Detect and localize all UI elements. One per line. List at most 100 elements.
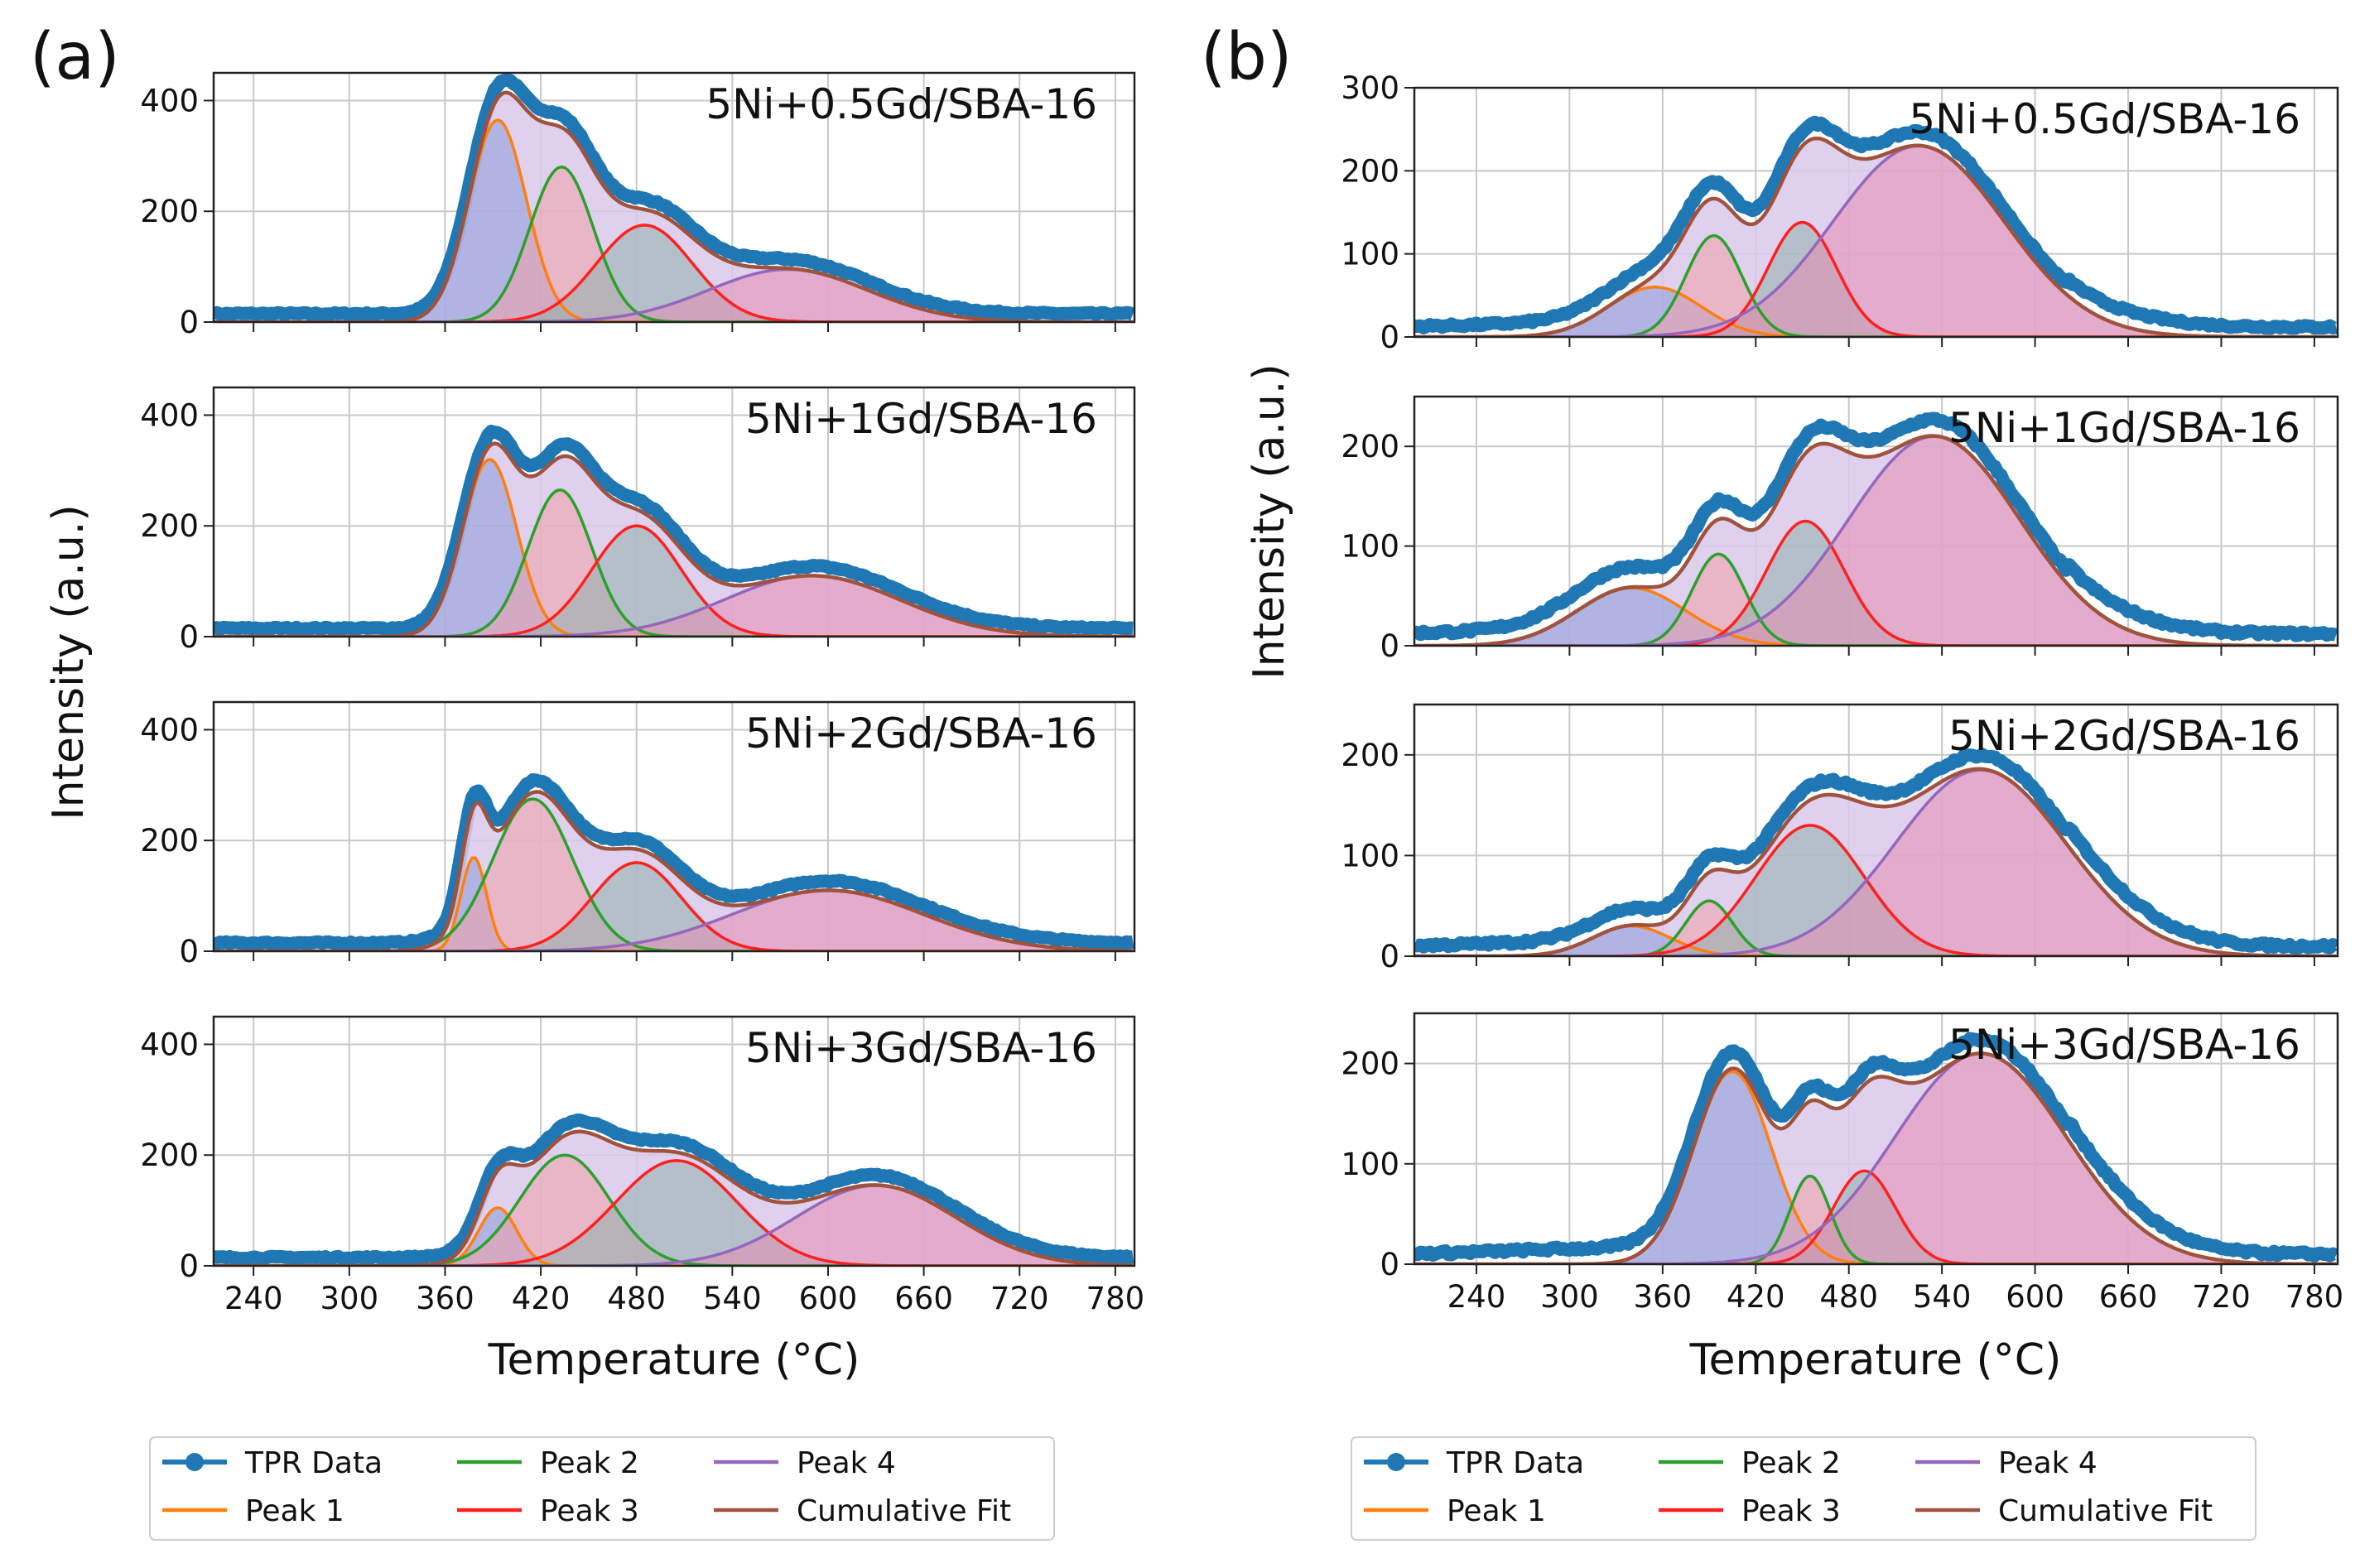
peak-3-fill	[214, 863, 1134, 951]
x-tick-label: 540	[703, 1281, 762, 1316]
legend-label: Peak 4	[1998, 1446, 2098, 1480]
legend-label: Peak 3	[1741, 1494, 1841, 1528]
panel-b: (b) 0 100 200 300 5Ni+0.5Gd/SBA-16 0 100 200 5Ni+…	[1201, 20, 2344, 1541]
y-axis-label: Intensity (a.u.)	[1245, 363, 1294, 679]
x-tick-label: 780	[1086, 1281, 1145, 1316]
subplot-3: 0 200 400 5Ni+2Gd/SBA-16	[140, 700, 1136, 969]
peak-3-line	[214, 861, 1134, 951]
legend-label: Peak 1	[1447, 1494, 1546, 1528]
y-tick-label: 200	[1341, 1046, 1399, 1082]
legend-label: Peak 2	[1741, 1446, 1841, 1480]
cumulative-fit-line	[214, 90, 1134, 322]
legend-marker	[185, 1453, 204, 1471]
tpr-data-series	[1414, 411, 2338, 642]
x-tick-label: 360	[416, 1281, 474, 1316]
cumulative-fit-line	[214, 790, 1134, 951]
subplot-title: 5Ni+3Gd/SBA-16	[1948, 1021, 2300, 1069]
cumulative-fit-line	[1414, 1051, 2337, 1264]
peak-1-fill	[1414, 926, 2337, 956]
x-tick-label: 300	[1540, 1279, 1599, 1315]
y-tick-label: 200	[140, 508, 199, 544]
legend-label: Peak 1	[245, 1494, 344, 1528]
y-tick-label: 100	[1341, 529, 1399, 565]
y-tick-label: 100	[1341, 1147, 1399, 1182]
y-tick-label: 0	[1380, 320, 1399, 355]
subplot-title: 5Ni+1Gd/SBA-16	[745, 395, 1097, 443]
subplot-3: 0 100 200 5Ni+2Gd/SBA-16	[1341, 703, 2339, 974]
subplot-1: 0 200 400 5Ni+0.5Gd/SBA-16	[140, 71, 1136, 340]
peak-3-line	[214, 1159, 1134, 1266]
peak-3-fill	[214, 526, 1134, 637]
x-tick-label: 720	[990, 1281, 1049, 1316]
x-tick-label: 600	[799, 1281, 858, 1316]
peak-4-fill	[214, 890, 1134, 951]
x-tick-label: 480	[607, 1281, 666, 1316]
peak-4-fill	[1414, 436, 2337, 646]
peak-4-fill	[1414, 146, 2337, 337]
y-tick-label: 0	[179, 934, 199, 969]
peak-1-fill	[1414, 588, 2337, 646]
peak-3-line	[214, 524, 1134, 637]
axes-frame	[1413, 86, 2339, 339]
y-tick-label: 100	[1341, 838, 1399, 873]
y-tick-label: 0	[179, 305, 199, 340]
tpr-data-series	[214, 425, 1134, 637]
axes-frame	[1413, 703, 2339, 958]
y-tick-label: 0	[179, 1248, 199, 1284]
cumulative-fit-line	[214, 441, 1134, 637]
tpr-data-series	[214, 1113, 1134, 1266]
peak-3-line	[1414, 1169, 2337, 1264]
axes-frame	[212, 700, 1136, 953]
x-tick-label: 420	[512, 1281, 571, 1316]
subplot-2: 0 100 200 5Ni+1Gd/SBA-16	[1341, 395, 2339, 664]
peak-4-fill	[214, 1186, 1134, 1266]
legend-label: Cumulative Fit	[797, 1494, 1011, 1528]
subplot-4: 240 300 360 420 480 540 600 660 720 780 0 100 200 5Ni…	[1341, 1012, 2344, 1315]
y-tick-label: 200	[1341, 429, 1399, 464]
y-tick-label: 200	[1341, 738, 1399, 773]
axes-frame	[212, 386, 1136, 638]
subplot-4: 240 300 360 420 480 540 600 660 720 780 0 200 400 5Ni…	[140, 1015, 1145, 1316]
legend: TPR Data Peak 2 Peak 4 Peak 1 Peak 3 Cumulati…	[149, 1436, 1055, 1541]
peak-3-line	[1414, 220, 2337, 337]
cumulative-fit-line	[1414, 136, 2337, 337]
legend: TPR Data Peak 2 Peak 4 Peak 1 Peak 3 Cumulati…	[1351, 1436, 2256, 1541]
peak-3-line	[1414, 519, 2337, 646]
legend-box	[149, 1436, 1055, 1541]
x-tick-label: 240	[1447, 1279, 1506, 1315]
subplot-2: 0 200 400 5Ni+1Gd/SBA-16	[140, 386, 1136, 655]
axes-frame	[212, 1015, 1136, 1267]
tpr-data-series	[214, 773, 1134, 951]
axes-frame	[212, 71, 1136, 324]
x-tick-label: 420	[1727, 1279, 1785, 1315]
peak-2-line	[214, 1153, 1134, 1266]
cumulative-fit-line	[1414, 767, 2337, 956]
cumulative-fit-line	[1414, 434, 2337, 646]
tpr-data-series	[1414, 748, 2338, 955]
y-tick-label: 0	[1380, 628, 1399, 664]
legend-box	[1351, 1436, 2256, 1541]
y-tick-label: 400	[140, 1027, 199, 1062]
axes-frame	[1413, 395, 2339, 647]
y-tick-label: 400	[140, 83, 199, 118]
y-tick-label: 200	[1341, 153, 1399, 189]
legend-marker	[1387, 1453, 1405, 1471]
tpr-data-series	[214, 73, 1134, 322]
x-tick-label: 780	[2285, 1279, 2344, 1315]
x-tick-label: 660	[2099, 1279, 2158, 1315]
tpr-data-series	[1414, 115, 2338, 335]
subplot-title: 5Ni+2Gd/SBA-16	[1948, 712, 2300, 760]
axes-frame	[1413, 1012, 2339, 1266]
panel-a: (a) 0 200 400 5Ni+0.5Gd/SBA-16 0 200 400 5Ni+1Gd…	[30, 20, 1145, 1541]
peak-3-fill	[214, 1160, 1134, 1266]
peak-3-fill	[214, 224, 1134, 322]
peak-3-line	[214, 224, 1134, 322]
x-tick-label: 660	[894, 1281, 953, 1316]
peak-4-fill	[214, 575, 1134, 637]
legend-label: TPR Data	[244, 1446, 383, 1480]
x-axis-label: Temperature (°C)	[1689, 1335, 2062, 1385]
cumulative-fit-line	[214, 1129, 1134, 1266]
y-tick-label: 200	[140, 823, 199, 859]
legend-label: Peak 2	[540, 1446, 639, 1480]
